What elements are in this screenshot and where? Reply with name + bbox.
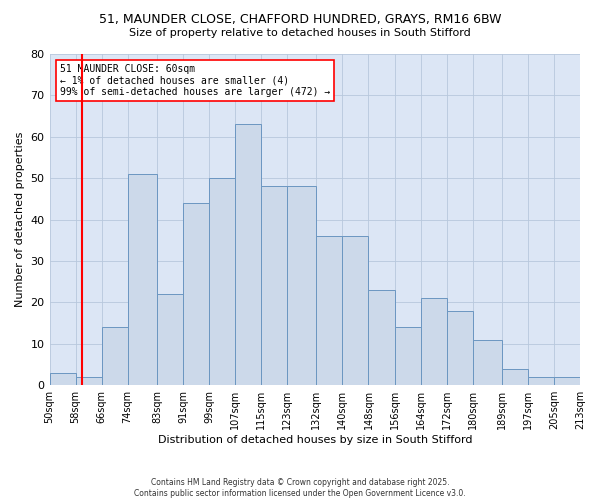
Bar — [50, 373, 76, 385]
Bar — [580, 377, 600, 385]
Bar — [209, 178, 235, 385]
Bar — [183, 203, 209, 385]
Bar — [316, 236, 343, 385]
Bar — [128, 174, 157, 385]
Text: 51, MAUNDER CLOSE, CHAFFORD HUNDRED, GRAYS, RM16 6BW: 51, MAUNDER CLOSE, CHAFFORD HUNDRED, GRA… — [99, 12, 501, 26]
Bar — [446, 310, 473, 385]
Bar — [235, 124, 261, 385]
Text: 51 MAUNDER CLOSE: 60sqm
← 1% of detached houses are smaller (4)
99% of semi-deta: 51 MAUNDER CLOSE: 60sqm ← 1% of detached… — [60, 64, 331, 97]
Bar — [554, 377, 580, 385]
Bar — [473, 340, 502, 385]
Y-axis label: Number of detached properties: Number of detached properties — [15, 132, 25, 308]
Text: Contains HM Land Registry data © Crown copyright and database right 2025.
Contai: Contains HM Land Registry data © Crown c… — [134, 478, 466, 498]
Bar — [368, 290, 395, 385]
Bar — [287, 186, 316, 385]
Bar — [502, 368, 528, 385]
X-axis label: Distribution of detached houses by size in South Stifford: Distribution of detached houses by size … — [158, 435, 472, 445]
Bar — [76, 377, 101, 385]
Bar — [101, 327, 128, 385]
Bar — [343, 236, 368, 385]
Bar — [528, 377, 554, 385]
Text: Size of property relative to detached houses in South Stifford: Size of property relative to detached ho… — [129, 28, 471, 38]
Bar — [421, 298, 446, 385]
Bar — [395, 327, 421, 385]
Bar — [261, 186, 287, 385]
Bar — [157, 294, 183, 385]
